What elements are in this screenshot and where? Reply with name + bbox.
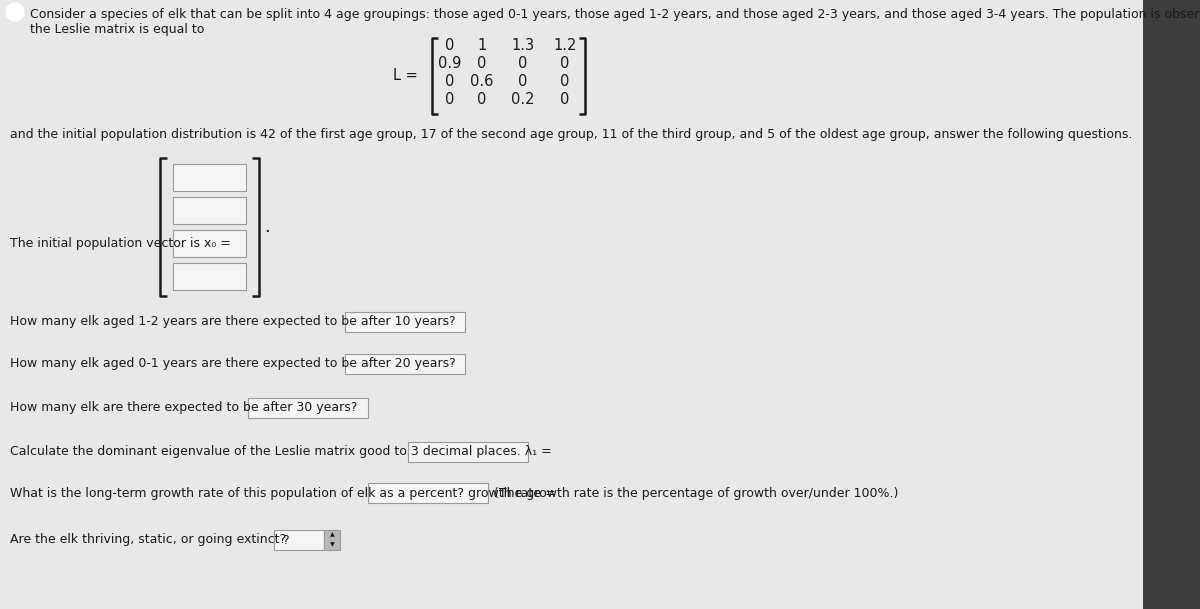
Text: and the initial population distribution is 42 of the first age group, 17 of the : and the initial population distribution …	[10, 128, 1133, 141]
FancyBboxPatch shape	[346, 312, 466, 332]
Text: Calculate the dominant eigenvalue of the Leslie matrix good to 3 decimal places.: Calculate the dominant eigenvalue of the…	[10, 446, 552, 459]
Text: 0: 0	[560, 74, 570, 90]
Text: How many elk are there expected to be after 30 years?: How many elk are there expected to be af…	[10, 401, 358, 415]
Text: 0: 0	[478, 93, 487, 108]
Text: (The growth rate is the percentage of growth over/under 100%.): (The growth rate is the percentage of gr…	[494, 487, 899, 499]
FancyBboxPatch shape	[173, 164, 246, 191]
FancyBboxPatch shape	[368, 483, 488, 503]
FancyBboxPatch shape	[346, 354, 466, 374]
Text: ?: ?	[282, 533, 289, 546]
Text: L =: L =	[394, 68, 418, 83]
Text: 0: 0	[478, 57, 487, 71]
Text: 0: 0	[518, 57, 528, 71]
Text: 0.9: 0.9	[438, 57, 462, 71]
Text: The initial population vector is x₀ =: The initial population vector is x₀ =	[10, 237, 230, 250]
FancyBboxPatch shape	[408, 442, 528, 462]
Text: 0: 0	[518, 74, 528, 90]
Text: 1: 1	[478, 38, 487, 54]
Text: ▼: ▼	[330, 543, 335, 547]
Text: Consider a species of elk that can be split into 4 age groupings: those aged 0-1: Consider a species of elk that can be sp…	[30, 8, 1200, 21]
FancyBboxPatch shape	[1142, 0, 1200, 609]
Text: the Leslie matrix is equal to: the Leslie matrix is equal to	[30, 23, 204, 36]
Text: 0: 0	[445, 93, 455, 108]
Text: What is the long-term growth rate of this population of elk as a percent? growth: What is the long-term growth rate of thi…	[10, 487, 556, 499]
Text: 0: 0	[560, 93, 570, 108]
FancyBboxPatch shape	[173, 263, 246, 290]
Text: 0.2: 0.2	[511, 93, 535, 108]
Text: 0: 0	[445, 74, 455, 90]
Text: Are the elk thriving, static, or going extinct?: Are the elk thriving, static, or going e…	[10, 533, 286, 546]
Text: 1.2: 1.2	[553, 38, 577, 54]
Text: 0.6: 0.6	[470, 74, 493, 90]
Text: .: .	[264, 218, 270, 236]
Text: 0: 0	[560, 57, 570, 71]
Text: How many elk aged 1-2 years are there expected to be after 10 years?: How many elk aged 1-2 years are there ex…	[10, 315, 456, 328]
Text: How many elk aged 0-1 years are there expected to be after 20 years?: How many elk aged 0-1 years are there ex…	[10, 357, 456, 370]
Circle shape	[6, 3, 24, 21]
FancyBboxPatch shape	[324, 530, 340, 550]
FancyBboxPatch shape	[173, 230, 246, 257]
Text: 0: 0	[445, 38, 455, 54]
Text: 1.3: 1.3	[511, 38, 534, 54]
Text: ▲: ▲	[330, 532, 335, 538]
FancyBboxPatch shape	[274, 530, 324, 550]
FancyBboxPatch shape	[248, 398, 368, 418]
FancyBboxPatch shape	[173, 197, 246, 224]
